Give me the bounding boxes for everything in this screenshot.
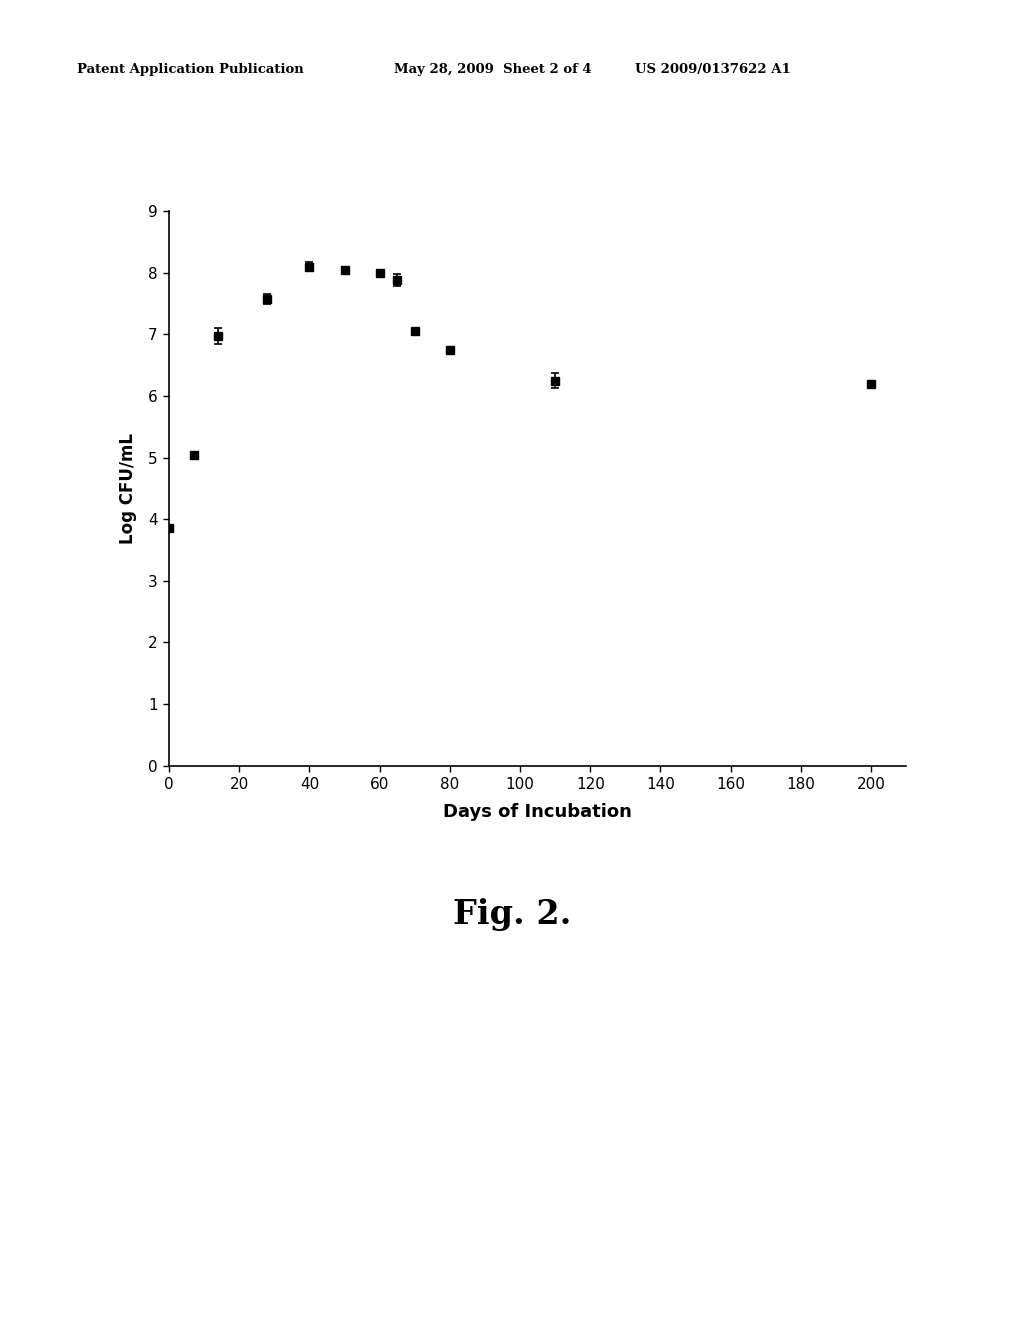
Text: US 2009/0137622 A1: US 2009/0137622 A1 (635, 63, 791, 77)
X-axis label: Days of Incubation: Days of Incubation (443, 803, 632, 821)
Text: May 28, 2009  Sheet 2 of 4: May 28, 2009 Sheet 2 of 4 (394, 63, 592, 77)
Text: Patent Application Publication: Patent Application Publication (77, 63, 303, 77)
Y-axis label: Log CFU/mL: Log CFU/mL (119, 433, 137, 544)
Text: Fig. 2.: Fig. 2. (453, 898, 571, 931)
